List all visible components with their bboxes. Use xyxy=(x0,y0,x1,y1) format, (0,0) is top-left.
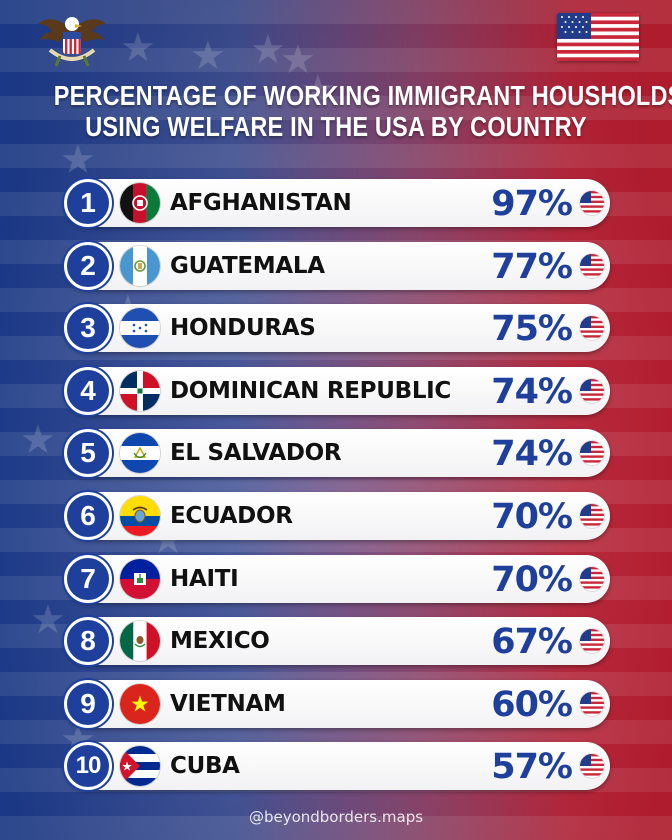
cuba-flag-icon xyxy=(120,746,160,786)
table-row: 1 AFGHANISTAN 97% xyxy=(64,179,610,227)
country-name: CUBA xyxy=(170,753,240,779)
rank-badge: 8 xyxy=(64,617,112,665)
vietnam-flag-icon xyxy=(120,684,160,724)
table-row: 8 MEXICO 67% xyxy=(64,617,610,665)
percentage-value: 57% xyxy=(491,747,573,787)
percentage-value: 74% xyxy=(491,372,573,412)
table-row: 5 EL SALVADOR 74% xyxy=(64,429,610,477)
title-line-2: USING WELFARE IN THE USA BY COUNTRY xyxy=(85,111,587,142)
rank-badge: 2 xyxy=(64,242,112,290)
table-row: 4 DOMINICAN REPUBLIC 74% xyxy=(64,367,610,415)
us-flag-circle-icon xyxy=(580,504,604,528)
table-row: 9 VIETNAM 60% xyxy=(64,680,610,728)
rank-badge: 1 xyxy=(64,179,112,227)
percentage-value: 74% xyxy=(491,434,573,474)
background-star-icon: ★ xyxy=(300,67,336,113)
afghanistan-flag-icon xyxy=(120,183,160,223)
background-star-icon: ★ xyxy=(250,27,286,73)
haiti-flag-icon xyxy=(120,559,160,599)
honduras-flag-icon xyxy=(120,308,160,348)
background-star-icon: ★ xyxy=(120,25,156,71)
percentage-value: 77% xyxy=(491,247,573,287)
background-star-icon: ★ xyxy=(280,37,316,83)
background-star-icon: ★ xyxy=(60,137,96,183)
country-name: HAITI xyxy=(170,566,239,592)
country-name: HONDURAS xyxy=(170,315,316,341)
us-flag-circle-icon xyxy=(580,254,604,278)
country-name: GUATEMALA xyxy=(170,253,325,279)
us-flag-icon xyxy=(557,13,639,61)
us-flag-circle-icon xyxy=(580,629,604,653)
table-row: 6 ECUADOR 70% xyxy=(64,492,610,540)
guatemala-flag-icon xyxy=(120,246,160,286)
percentage-value: 75% xyxy=(491,309,573,349)
background-star-icon: ★ xyxy=(30,597,66,643)
background-star-icon: ★ xyxy=(190,33,226,79)
rank-badge: 6 xyxy=(64,492,112,540)
us-flag-circle-icon xyxy=(580,441,604,465)
table-row: 2 GUATEMALA 77% xyxy=(64,242,610,290)
percentage-value: 70% xyxy=(491,497,573,537)
table-row: 7 HAITI 70% xyxy=(64,555,610,603)
country-name: EL SALVADOR xyxy=(170,440,342,466)
mexico-flag-icon xyxy=(120,621,160,661)
table-row: 10 CUBA 57% xyxy=(64,742,610,790)
percentage-value: 67% xyxy=(491,622,573,662)
us-flag-circle-icon xyxy=(580,191,604,215)
percentage-value: 70% xyxy=(491,560,573,600)
country-name: ECUADOR xyxy=(170,503,293,529)
percentage-value: 60% xyxy=(491,685,573,725)
us-flag-circle-icon xyxy=(580,692,604,716)
us-flag-circle-icon xyxy=(580,567,604,591)
rank-badge: 9 xyxy=(64,680,112,728)
dominican-republic-flag-icon xyxy=(120,371,160,411)
page-title: PERCENTAGE OF WORKING IMMIGRANT HOUSHOLD… xyxy=(53,80,672,142)
el-salvador-flag-icon xyxy=(120,433,160,473)
rank-badge: 4 xyxy=(64,367,112,415)
rank-badge: 7 xyxy=(64,555,112,603)
us-eagle-seal-icon xyxy=(38,17,106,67)
country-name: DOMINICAN REPUBLIC xyxy=(170,378,452,404)
us-flag-circle-icon xyxy=(580,316,604,340)
rank-badge: 10 xyxy=(64,742,112,790)
us-flag-circle-icon xyxy=(580,754,604,778)
country-name: AFGHANISTAN xyxy=(170,190,352,216)
percentage-value: 97% xyxy=(491,184,573,224)
country-name: MEXICO xyxy=(170,628,270,654)
rank-badge: 3 xyxy=(64,304,112,352)
us-flag-circle-icon xyxy=(580,379,604,403)
table-row: 3 HONDURAS 75% xyxy=(64,304,610,352)
background-star-icon: ★ xyxy=(20,417,56,463)
title-line-1: PERCENTAGE OF WORKING IMMIGRANT HOUSHOLD… xyxy=(53,80,672,111)
country-name: VIETNAM xyxy=(170,691,286,717)
rank-badge: 5 xyxy=(64,429,112,477)
ecuador-flag-icon xyxy=(120,496,160,536)
credit-handle: @beyondborders.maps xyxy=(248,808,424,826)
